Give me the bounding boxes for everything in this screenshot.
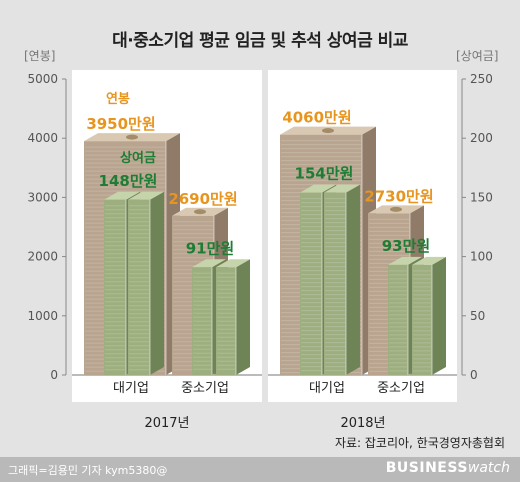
bonus-bar-top [216, 259, 250, 268]
source-note: 자료: 잡코리아, 한국경영자총협회 [334, 436, 505, 450]
salary-band-icon [390, 206, 402, 212]
salary-data-label: 2730만원 [364, 187, 433, 205]
bonus-bar-top [104, 191, 140, 200]
brand-logo-bold: BUSINESS [385, 460, 468, 476]
bonus-data-label: 148만원 [99, 172, 158, 190]
bonus-bar [412, 264, 432, 375]
salary-data-label: 4060만원 [282, 109, 351, 127]
chart-title: 대·중소기업 평균 임금 및 추석 상여금 비교 [112, 31, 408, 51]
y-right-tick-label: 250 [470, 72, 493, 86]
brand-logo-light: watch [467, 460, 510, 476]
bonus-bar-side [346, 184, 360, 375]
salary-band-icon [322, 128, 334, 134]
category-label: 중소기업 [181, 381, 229, 396]
bonus-bar-top [300, 184, 336, 193]
bonus-bar [192, 267, 212, 375]
series-label-bonus: 상여금 [120, 150, 156, 166]
footer-bar [0, 457, 520, 482]
brand-logo: BUSINESSwatch [386, 460, 510, 476]
bonus-bar-side [236, 259, 250, 375]
y-left-unit-label: [연봉] [24, 49, 55, 63]
y-right-unit-label: [상여금] [456, 49, 498, 63]
salary-data-label: 3950만원 [86, 115, 155, 133]
y-left-tick-label: 2000 [27, 250, 58, 264]
series-label-salary: 연봉 [106, 92, 130, 107]
bonus-data-label: 93만원 [382, 237, 430, 255]
bonus-bar [128, 199, 150, 375]
bonus-bar-side [150, 191, 164, 375]
bonus-bar [324, 192, 346, 375]
year-label-2018: 2018년 [340, 416, 386, 431]
graphic-credit: 그래픽=김용민 기자 kym5380@ [8, 464, 168, 477]
y-left-tick-label: 4000 [27, 131, 58, 145]
bonus-bar [388, 264, 408, 375]
bonus-bar [300, 192, 322, 375]
y-left-tick-label: 5000 [27, 72, 58, 86]
bonus-data-label: 91만원 [186, 239, 234, 257]
salary-band-icon [194, 209, 206, 215]
y-right-tick-label: 0 [470, 368, 478, 382]
y-right-tick-label: 200 [470, 131, 493, 145]
bonus-bar-top [412, 256, 446, 265]
bonus-bar [104, 199, 126, 375]
bonus-data-label: 154만원 [295, 165, 354, 183]
category-label: 중소기업 [377, 381, 425, 396]
bonus-bar-side [432, 256, 446, 375]
category-label: 대기업 [309, 381, 345, 396]
bonus-bar-top [388, 256, 422, 265]
category-label: 대기업 [113, 381, 149, 396]
salary-band-icon [126, 134, 138, 140]
y-left-tick-label: 0 [50, 368, 58, 382]
bonus-bar-top [128, 191, 164, 200]
bonus-bar [216, 267, 236, 375]
bonus-bar-top [324, 184, 360, 193]
y-right-tick-label: 150 [470, 190, 493, 204]
y-right-tick-label: 100 [470, 250, 493, 264]
y-left-tick-label: 3000 [27, 190, 58, 204]
year-label-2017: 2017년 [144, 416, 190, 431]
bonus-bar-top [192, 259, 226, 268]
y-left-tick-label: 1000 [27, 309, 58, 323]
salary-data-label: 2690만원 [168, 190, 237, 208]
y-right-tick-label: 50 [470, 309, 485, 323]
